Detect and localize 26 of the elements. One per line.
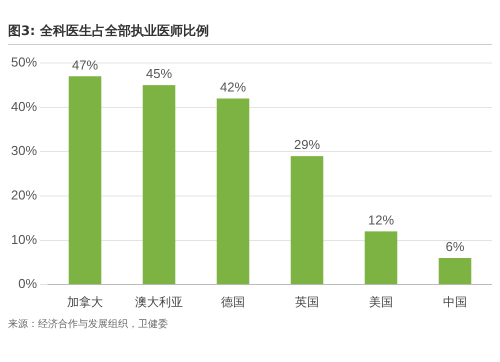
data-label: 29% <box>294 137 320 152</box>
y-tick-label: 10% <box>10 232 38 247</box>
x-tick-label: 德国 <box>221 294 246 309</box>
source-note: 来源：经济合作与发展组织，卫健委 <box>8 318 169 331</box>
data-label: 42% <box>220 80 246 95</box>
y-tick-label: 40% <box>10 98 38 114</box>
data-label: 12% <box>368 212 394 228</box>
data-label: 47% <box>72 57 98 72</box>
data-label: 6% <box>446 239 465 254</box>
x-tick-label: 英国 <box>295 294 320 309</box>
bar <box>364 231 398 284</box>
data-label: 45% <box>146 66 172 82</box>
bar <box>216 98 250 284</box>
y-tick-label: 50% <box>10 54 38 70</box>
bar <box>290 156 324 284</box>
x-tick-label: 中国 <box>443 294 467 309</box>
bar <box>438 258 472 284</box>
chart-title: 图3: 全科医生占全部执业医师比例 <box>8 8 492 45</box>
x-tick-label: 美国 <box>369 294 394 309</box>
bar <box>68 76 102 284</box>
y-tick-label: 20% <box>10 188 38 203</box>
y-tick-label: 0% <box>18 276 38 292</box>
bar <box>142 85 176 284</box>
y-tick-label: 30% <box>10 143 38 158</box>
x-tick-label: 澳大利亚 <box>135 294 184 309</box>
x-tick-label: 加拿大 <box>67 294 104 309</box>
